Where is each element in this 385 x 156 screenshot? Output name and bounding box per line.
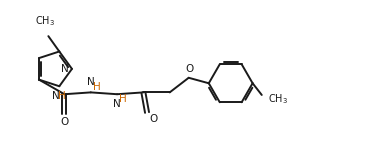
Text: H: H: [93, 82, 100, 92]
Text: N: N: [62, 64, 69, 74]
Text: H: H: [59, 91, 66, 101]
Text: N: N: [87, 77, 95, 87]
Text: N: N: [52, 91, 60, 101]
Text: O: O: [60, 117, 69, 127]
Text: O: O: [149, 114, 158, 124]
Text: O: O: [185, 64, 194, 74]
Text: N: N: [113, 99, 121, 110]
Text: CH$_3$: CH$_3$: [35, 14, 55, 28]
Text: CH$_3$: CH$_3$: [268, 93, 288, 106]
Text: H: H: [119, 94, 127, 104]
